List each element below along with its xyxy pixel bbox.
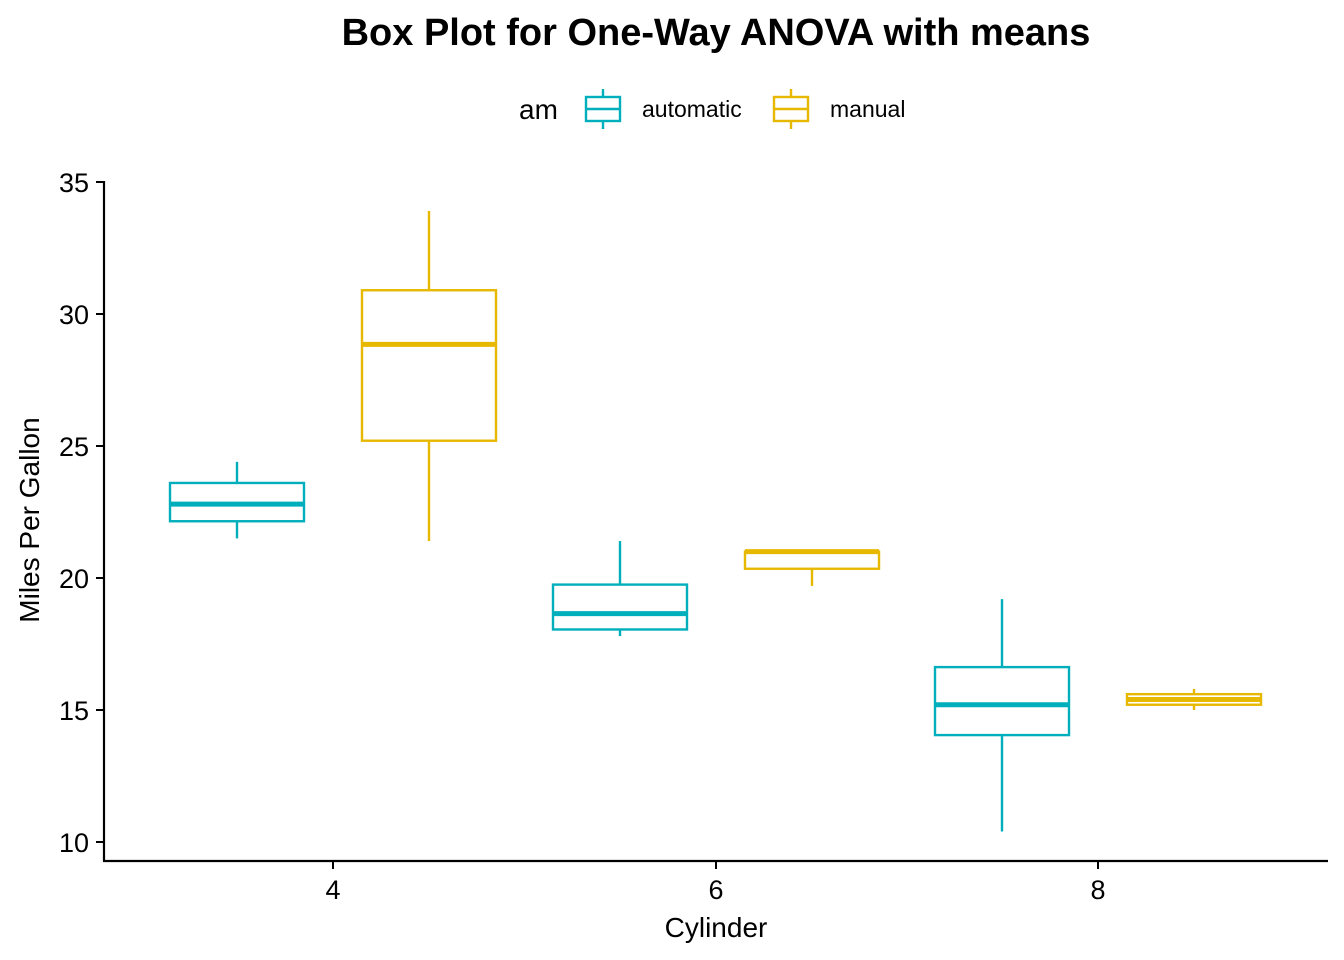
legend: am automatic manual	[519, 89, 905, 129]
plot-area	[168, 211, 1263, 832]
box-iqr	[360, 289, 498, 442]
legend-title: am	[519, 94, 558, 125]
legend-label: automatic	[642, 96, 742, 122]
y-axis-title: Miles Per Gallon	[14, 417, 45, 622]
x-tick-label: 6	[708, 875, 723, 905]
y-tick-label: 30	[59, 300, 89, 330]
y-ticks: 10 15 20 25 30 35	[59, 168, 104, 858]
box-manual-6	[743, 549, 881, 586]
legend-item-automatic: automatic	[584, 89, 742, 129]
box-manual-4	[360, 211, 498, 542]
box-automatic-6	[551, 541, 689, 637]
y-tick-label: 35	[59, 168, 89, 198]
box-iqr	[933, 665, 1071, 737]
legend-key-manual	[772, 89, 810, 129]
box-iqr	[551, 583, 689, 631]
y-tick-label: 20	[59, 564, 89, 594]
x-ticks: 4 6 8	[325, 861, 1106, 905]
legend-items: automatic manual	[584, 89, 905, 129]
x-axis-title: Cylinder	[665, 912, 768, 943]
legend-label: manual	[830, 96, 905, 122]
box-manual-8	[1125, 688, 1263, 710]
chart-title: Box Plot for One-Way ANOVA with means	[342, 12, 1091, 54]
box-automatic-4	[168, 461, 306, 539]
y-tick-label: 15	[59, 696, 89, 726]
legend-item-manual: manual	[772, 89, 905, 129]
axes: 10 15 20 25 30 35 4 6 8	[59, 168, 1328, 905]
y-tick-label: 25	[59, 432, 89, 462]
legend-key-automatic	[584, 89, 622, 129]
box-iqr	[743, 550, 881, 570]
box-automatic-8	[933, 599, 1071, 832]
x-tick-label: 8	[1090, 875, 1105, 905]
x-tick-label: 4	[325, 875, 340, 905]
y-tick-label: 10	[59, 828, 89, 858]
